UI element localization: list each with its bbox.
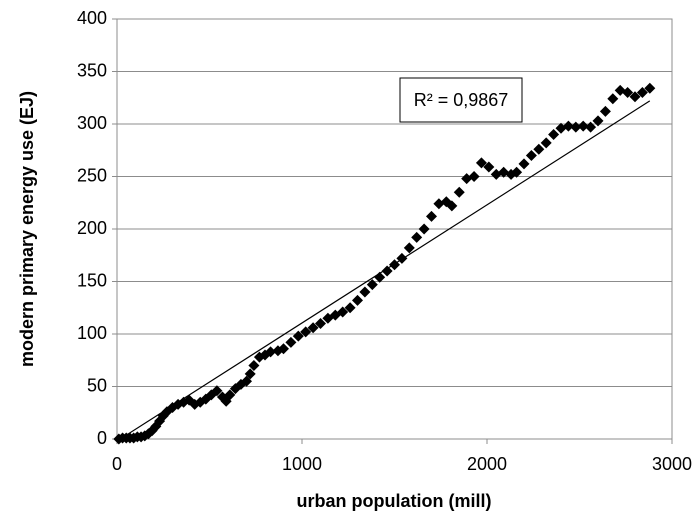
point: [562, 120, 574, 132]
y-tick-label: 50: [87, 375, 107, 395]
point: [426, 210, 437, 222]
point: [483, 161, 495, 173]
x-tick-label: 3000: [652, 454, 692, 474]
point: [599, 105, 611, 117]
point: [224, 389, 236, 401]
point: [518, 158, 530, 170]
plot-border: [116, 18, 673, 440]
point: [381, 265, 393, 277]
point: [307, 322, 319, 334]
point: [359, 286, 371, 298]
point: [337, 306, 349, 318]
point: [570, 121, 582, 133]
trendline: [116, 100, 651, 442]
point: [344, 302, 356, 314]
annotation-box: [399, 77, 523, 123]
point: [622, 87, 634, 98]
point: [644, 82, 656, 94]
point: [533, 143, 545, 155]
point: [525, 150, 537, 161]
point: [453, 186, 465, 198]
point: [244, 368, 256, 380]
point: [278, 343, 289, 355]
annotation: R² = 0,9867: [414, 90, 509, 110]
y-tick-label: 200: [77, 218, 107, 238]
point: [636, 87, 648, 98]
point: [577, 120, 589, 132]
y-tick-label: 0: [97, 428, 107, 448]
y-tick-label: 250: [77, 165, 107, 185]
y-tick-label: 300: [77, 113, 107, 133]
point: [265, 346, 277, 358]
x-tick-label: 0: [112, 454, 122, 474]
point: [300, 326, 312, 338]
point: [292, 330, 304, 342]
point: [548, 129, 560, 140]
point: [446, 200, 458, 212]
y-axis-label: modern primary energy use (EJ): [17, 91, 37, 367]
point: [607, 93, 619, 105]
point: [315, 318, 326, 329]
y-tick-label: 100: [77, 323, 107, 343]
point: [241, 375, 252, 387]
point: [403, 242, 415, 254]
point: [475, 157, 487, 169]
y-tick-label: 350: [77, 60, 107, 80]
x-axis-label: urban population (mill): [297, 491, 492, 511]
point: [411, 231, 423, 243]
point: [592, 115, 604, 127]
point: [366, 279, 378, 291]
point: [418, 223, 430, 235]
point: [511, 166, 523, 178]
point: [285, 336, 297, 348]
y-tick-label: 150: [77, 270, 107, 290]
point: [211, 385, 223, 397]
point: [468, 171, 480, 182]
y-tick-label: 400: [77, 8, 107, 28]
x-tick-label: 2000: [467, 454, 507, 474]
point: [248, 360, 260, 371]
point: [352, 294, 363, 306]
point: [629, 91, 641, 103]
point: [540, 137, 552, 149]
x-tick-label: 1000: [282, 454, 322, 474]
point: [585, 121, 597, 133]
